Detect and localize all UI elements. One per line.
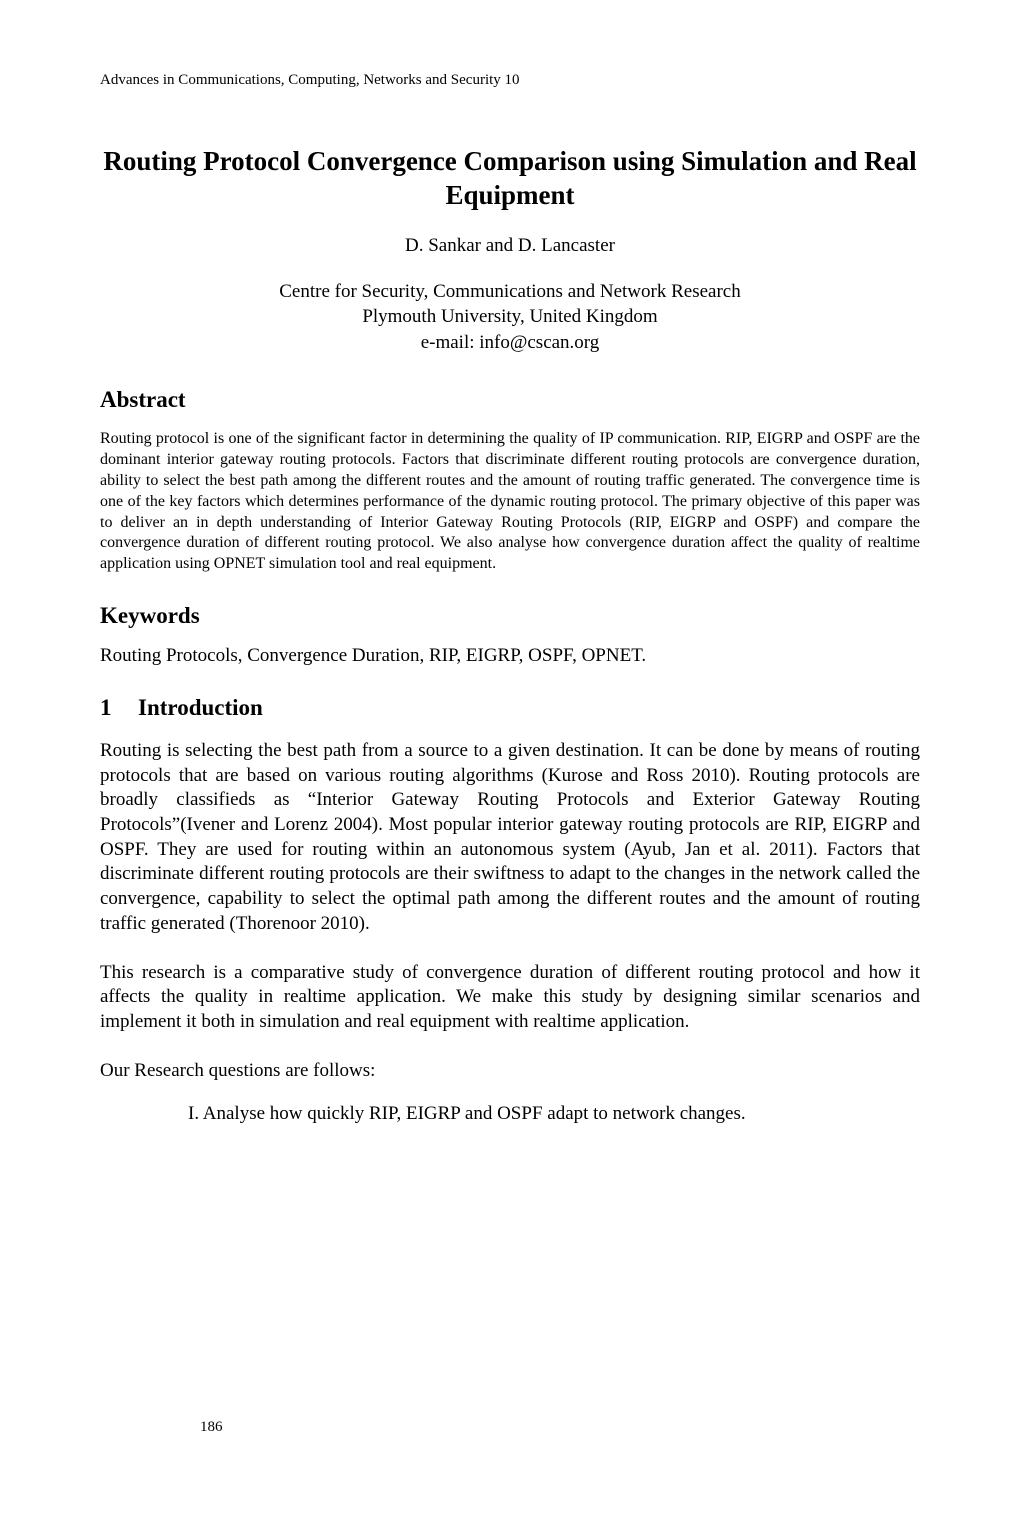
affiliation-line: Centre for Security, Communications and … — [100, 279, 920, 305]
authors-line: D. Sankar and D. Lancaster — [100, 235, 920, 257]
running-header: Advances in Communications, Computing, N… — [100, 72, 920, 89]
intro-paragraph: Our Research questions are follows: — [100, 1059, 920, 1084]
research-question-item: I. Analyse how quickly RIP, EIGRP and OS… — [188, 1103, 920, 1125]
abstract-heading: Abstract — [100, 387, 920, 413]
keywords-body: Routing Protocols, Convergence Duration,… — [100, 645, 920, 667]
affiliation-block: Centre for Security, Communications and … — [100, 279, 920, 356]
keywords-heading: Keywords — [100, 603, 920, 629]
intro-paragraph: This research is a comparative study of … — [100, 961, 920, 1035]
introduction-heading: 1Introduction — [100, 695, 920, 721]
research-question-list: I. Analyse how quickly RIP, EIGRP and OS… — [100, 1103, 920, 1125]
paper-title: Routing Protocol Convergence Comparison … — [100, 145, 920, 213]
intro-paragraph: Routing is selecting the best path from … — [100, 739, 920, 937]
affiliation-line: e-mail: info@cscan.org — [100, 330, 920, 356]
section-number: 1 — [100, 695, 138, 721]
abstract-body: Routing protocol is one of the significa… — [100, 429, 920, 575]
page-number: 186 — [200, 1419, 223, 1436]
affiliation-line: Plymouth University, United Kingdom — [100, 304, 920, 330]
section-title: Introduction — [138, 695, 263, 720]
